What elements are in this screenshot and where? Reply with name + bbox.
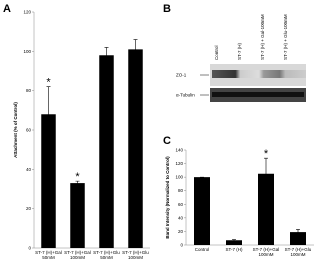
bar bbox=[290, 232, 306, 245]
bar bbox=[258, 173, 274, 245]
x-tick-label: ST-7 (H)+Glu 100mM bbox=[122, 250, 149, 260]
lane-label: ST-7 (H) + Glu-100mM bbox=[283, 14, 288, 60]
significance-marker: * bbox=[46, 77, 51, 89]
bar bbox=[194, 177, 210, 245]
row-label: α-Tubulin bbox=[176, 93, 195, 98]
y-tick-label: 0 bbox=[28, 246, 31, 251]
y-axis-label: Band Intensity (Normalized to Control) bbox=[165, 156, 170, 239]
panel-label: B bbox=[163, 3, 171, 15]
y-tick-label: 120 bbox=[23, 10, 31, 15]
lane-label: ST-7 (H) + Gal-100mM bbox=[260, 14, 265, 60]
x-tick-label: ST-7 (H)+Gal 100mM bbox=[253, 247, 280, 257]
y-tick-label: 0 bbox=[180, 243, 183, 248]
panel-label: A bbox=[3, 3, 11, 15]
x-tick-label: ST-7 (H) bbox=[225, 247, 243, 252]
lane-label: Control bbox=[214, 45, 219, 60]
error-bar bbox=[296, 229, 300, 236]
blot-band bbox=[212, 70, 306, 78]
significance-marker: * bbox=[75, 171, 80, 183]
y-tick-label: 80 bbox=[178, 188, 184, 193]
y-tick-label: 100 bbox=[175, 175, 183, 180]
y-axis-label: Attachment (% of Control) bbox=[13, 102, 18, 158]
blot-band bbox=[212, 92, 304, 97]
y-tick-label: 140 bbox=[175, 148, 183, 153]
y-tick-label: 100 bbox=[23, 49, 31, 54]
significance-marker: * bbox=[264, 148, 269, 160]
y-tick-label: 80 bbox=[26, 88, 32, 93]
y-tick-label: 120 bbox=[175, 161, 183, 166]
bar bbox=[41, 114, 56, 249]
bar bbox=[226, 240, 242, 245]
panel-label: C bbox=[163, 135, 171, 147]
error-bar bbox=[75, 180, 80, 186]
y-tick-label: 40 bbox=[26, 167, 32, 172]
y-tick-label: 40 bbox=[178, 215, 184, 220]
y-tick-label: 20 bbox=[26, 206, 32, 211]
bar bbox=[70, 183, 85, 248]
y-tick-label: 20 bbox=[178, 229, 184, 234]
x-tick-label: ST-7 (H)+Glu 50mM bbox=[93, 250, 120, 260]
error-bar bbox=[46, 86, 51, 143]
row-label: ZO-1 bbox=[176, 73, 187, 78]
y-tick-label: 60 bbox=[178, 202, 184, 207]
lane-label: ST-7 (H) bbox=[237, 42, 242, 60]
error-bar bbox=[232, 239, 236, 242]
bar bbox=[99, 55, 114, 249]
bar bbox=[128, 49, 143, 248]
error-bar bbox=[104, 47, 109, 64]
x-tick-label: Control bbox=[195, 247, 210, 252]
x-tick-label: ST-7 (H)+Glu 100mM bbox=[285, 247, 312, 257]
x-tick-label: ST-7 (H)+Gal 50mM bbox=[35, 250, 62, 260]
error-bar bbox=[133, 39, 138, 60]
y-tick-label: 60 bbox=[26, 128, 32, 133]
x-tick-label: ST-7 (H)+Gal 100mM bbox=[64, 250, 91, 260]
error-bar bbox=[264, 157, 268, 190]
